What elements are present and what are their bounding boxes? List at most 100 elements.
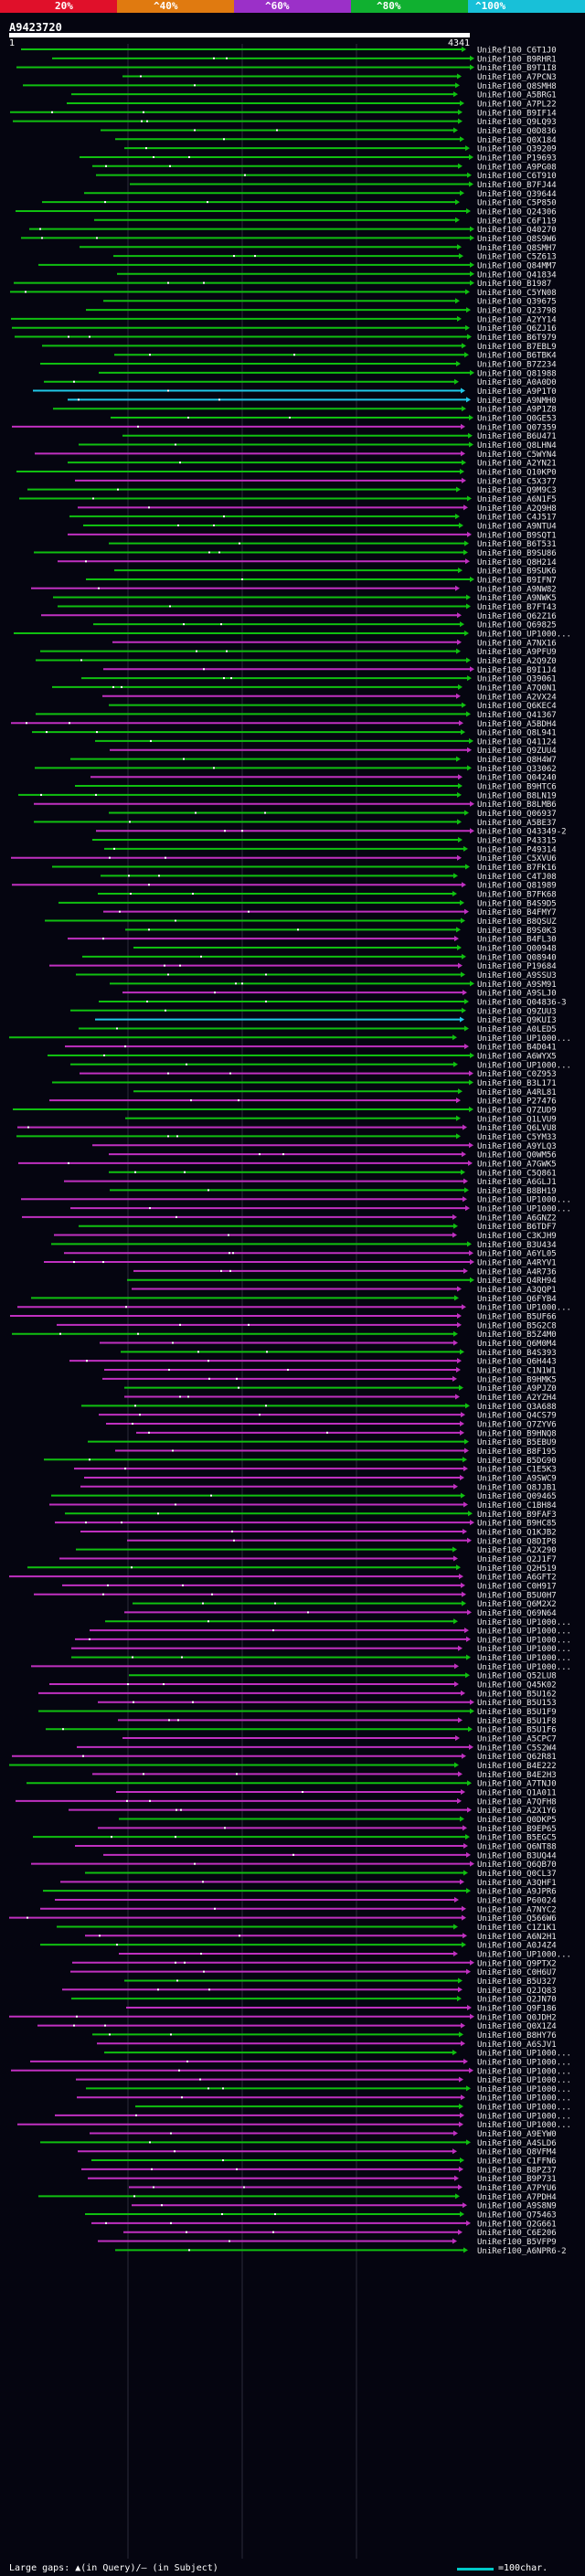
- hit-row[interactable]: UniRef100_Q39644: [84, 190, 557, 199]
- hit-id[interactable]: UniRef100_C5X377: [477, 477, 557, 486]
- hit-id[interactable]: UniRef100_B9P731: [477, 2175, 557, 2184]
- hit-id[interactable]: UniRef100_Q0WM56: [477, 1151, 557, 1161]
- hit-row[interactable]: UniRef100_Q0GE53: [111, 415, 557, 424]
- hit-row[interactable]: UniRef100_B8BH19: [110, 1187, 557, 1196]
- hit-row[interactable]: UniRef100_P19693: [80, 154, 557, 163]
- hit-row[interactable]: UniRef100_Q2J1F7: [59, 1555, 557, 1564]
- hit-id[interactable]: UniRef100_C1FFN6: [477, 2157, 557, 2167]
- hit-row[interactable]: UniRef100_Q9KUI3: [95, 1016, 557, 1025]
- hit-id[interactable]: UniRef100_Q8H4W7: [477, 756, 557, 765]
- hit-row[interactable]: UniRef100_B6TBK4: [114, 352, 557, 361]
- hit-row[interactable]: UniRef100_A7GWK5: [18, 1160, 557, 1169]
- hit-row[interactable]: UniRef100_UP1000...: [70, 1061, 571, 1070]
- hit-row[interactable]: UniRef100_C5YN08: [10, 289, 557, 298]
- hit-row[interactable]: UniRef100_A2Q9Z0: [36, 657, 557, 666]
- hit-id[interactable]: UniRef100_B8BH19: [477, 1187, 557, 1196]
- hit-id[interactable]: UniRef100_C3KJH9: [477, 1232, 557, 1241]
- hit-row[interactable]: UniRef100_B5U327: [124, 1977, 557, 1987]
- hit-id[interactable]: UniRef100_A3QQP1: [477, 1286, 557, 1295]
- hit-id[interactable]: UniRef100_B5G2C8: [477, 1321, 557, 1330]
- hit-row[interactable]: UniRef100_Q7ZYV6: [106, 1420, 557, 1429]
- hit-row[interactable]: UniRef100_B8HY76: [92, 2031, 557, 2041]
- hit-id[interactable]: UniRef100_A6GFT2: [477, 1574, 557, 1583]
- hit-id[interactable]: UniRef100_Q33062: [477, 765, 557, 774]
- hit-row[interactable]: UniRef100_B4S393: [121, 1349, 557, 1358]
- hit-id[interactable]: UniRef100_Q6FYB4: [477, 1295, 557, 1304]
- hit-id[interactable]: UniRef100_B9HNQ8: [477, 1429, 557, 1438]
- hit-id[interactable]: UniRef100_C6T910: [477, 172, 557, 181]
- hit-id[interactable]: UniRef100_Q6M2X2: [477, 1600, 557, 1609]
- hit-id[interactable]: UniRef100_Q6NT88: [477, 1843, 557, 1852]
- hit-id[interactable]: UniRef100_Q8H214: [477, 558, 557, 567]
- hit-row[interactable]: UniRef100_C6T910: [96, 172, 557, 181]
- hit-id[interactable]: UniRef100_Q7ZUD9: [477, 1106, 557, 1115]
- hit-id[interactable]: UniRef100_B9HMK5: [477, 1375, 557, 1384]
- hit-id[interactable]: UniRef100_B9HTC6: [477, 783, 557, 792]
- hit-row[interactable]: UniRef100_Q6KEC4: [109, 702, 557, 711]
- hit-row[interactable]: UniRef100_Q6FYB4: [31, 1295, 557, 1304]
- hit-row[interactable]: UniRef100_B6TDF7: [79, 1223, 557, 1232]
- hit-row[interactable]: UniRef100_Q1KJB2: [80, 1528, 557, 1537]
- hit-row[interactable]: UniRef100_A2YN21: [68, 460, 557, 469]
- hit-id[interactable]: UniRef100_B9SUK6: [477, 567, 557, 577]
- hit-row[interactable]: UniRef100_A4R736: [133, 1267, 557, 1277]
- hit-row[interactable]: UniRef100_Q07359: [12, 423, 557, 432]
- hit-row[interactable]: UniRef100_Q8JJB1: [80, 1483, 557, 1492]
- hit-row[interactable]: UniRef100_Q33062: [35, 765, 557, 774]
- hit-id[interactable]: UniRef100_Q81989: [477, 882, 557, 891]
- hit-row[interactable]: UniRef100_C5P850: [42, 199, 557, 208]
- hit-row[interactable]: UniRef100_A0LED5: [79, 1025, 557, 1034]
- hit-id[interactable]: UniRef100_C0H6U7: [477, 1968, 557, 1977]
- hit-id[interactable]: UniRef100_Q04836-3: [477, 998, 567, 1007]
- hit-id[interactable]: UniRef100_Q69N64: [477, 1609, 557, 1618]
- hit-row[interactable]: UniRef100_Q75463: [85, 2211, 557, 2221]
- hit-row[interactable]: UniRef100_Q00948: [133, 945, 557, 954]
- hit-row[interactable]: UniRef100_UP1000...: [11, 2067, 571, 2076]
- hit-row[interactable]: UniRef100_A2Q9H8: [78, 504, 557, 514]
- hit-row[interactable]: UniRef100_B6T979: [15, 334, 557, 343]
- hit-id[interactable]: UniRef100_A2YZH4: [477, 1394, 557, 1403]
- hit-row[interactable]: UniRef100_Q62Z16: [41, 612, 557, 621]
- hit-id[interactable]: UniRef100_B7FK68: [477, 891, 557, 900]
- hit-id[interactable]: UniRef100_A7Q0N1: [477, 684, 557, 693]
- hit-row[interactable]: UniRef100_Q41367: [36, 711, 557, 720]
- hit-row[interactable]: UniRef100_UP1000...: [31, 1663, 571, 1672]
- hit-id[interactable]: UniRef100_A9P1Z8: [477, 406, 557, 415]
- hit-id[interactable]: UniRef100_UP1000...: [477, 1034, 571, 1044]
- hit-id[interactable]: UniRef100_UP1000...: [477, 1663, 571, 1672]
- hit-row[interactable]: UniRef100_Q9ZUU3: [70, 1007, 557, 1016]
- hit-id[interactable]: UniRef100_B7FT43: [477, 603, 557, 612]
- hit-id[interactable]: UniRef100_B9FAF3: [477, 1511, 557, 1520]
- hit-row[interactable]: UniRef100_Q4RH94: [127, 1277, 557, 1286]
- hit-id[interactable]: UniRef100_Q1LVU9: [477, 1115, 557, 1124]
- hit-row[interactable]: UniRef100_Q9ZUU4: [110, 747, 557, 756]
- hit-row[interactable]: UniRef100_Q69825: [93, 621, 557, 631]
- hit-row[interactable]: UniRef100_Q6ZJ16: [12, 324, 557, 334]
- hit-row[interactable]: UniRef100_B7FK16: [52, 864, 557, 873]
- hit-row[interactable]: UniRef100_A9SSU3: [76, 971, 557, 981]
- hit-id[interactable]: UniRef100_C6T1J0: [477, 47, 557, 56]
- hit-id[interactable]: UniRef100_Q9ZUU3: [477, 1007, 557, 1016]
- hit-id[interactable]: UniRef100_UP1000...: [477, 2112, 571, 2121]
- hit-id[interactable]: UniRef100_B7FK16: [477, 864, 557, 873]
- hit-id[interactable]: UniRef100_A7PL22: [477, 100, 557, 109]
- hit-id[interactable]: UniRef100_B6TBK4: [477, 352, 557, 361]
- hit-row[interactable]: UniRef100_B9HNQ8: [136, 1429, 557, 1438]
- hit-row[interactable]: UniRef100_UP1000...: [105, 1618, 571, 1627]
- hit-id[interactable]: UniRef100_Q8L941: [477, 729, 557, 738]
- hit-row[interactable]: UniRef100_B9I1J4: [103, 666, 557, 675]
- hit-row[interactable]: UniRef100_A4RL81: [133, 1088, 557, 1097]
- hit-id[interactable]: UniRef100_A9SWC9: [477, 1474, 557, 1483]
- hit-id[interactable]: UniRef100_A2YY14: [477, 315, 557, 324]
- hit-row[interactable]: UniRef100_P43315: [92, 837, 557, 846]
- hit-id[interactable]: UniRef100_UP1000...: [477, 2085, 571, 2094]
- hit-row[interactable]: UniRef100_P49314: [104, 845, 557, 854]
- hit-row[interactable]: UniRef100_Q0JDH2: [9, 2013, 557, 2022]
- hit-row[interactable]: UniRef100_Q39675: [103, 298, 557, 307]
- hit-row[interactable]: UniRef100_C5YM33: [16, 1133, 557, 1142]
- hit-row[interactable]: UniRef100_Q2JN70: [71, 1996, 557, 2005]
- hit-id[interactable]: UniRef100_C4J517: [477, 514, 557, 523]
- hit-row[interactable]: UniRef100_B9SU86: [34, 549, 557, 558]
- hit-id[interactable]: UniRef100_Q75463: [477, 2211, 557, 2221]
- hit-row[interactable]: UniRef100_Q8H4W7: [70, 756, 557, 765]
